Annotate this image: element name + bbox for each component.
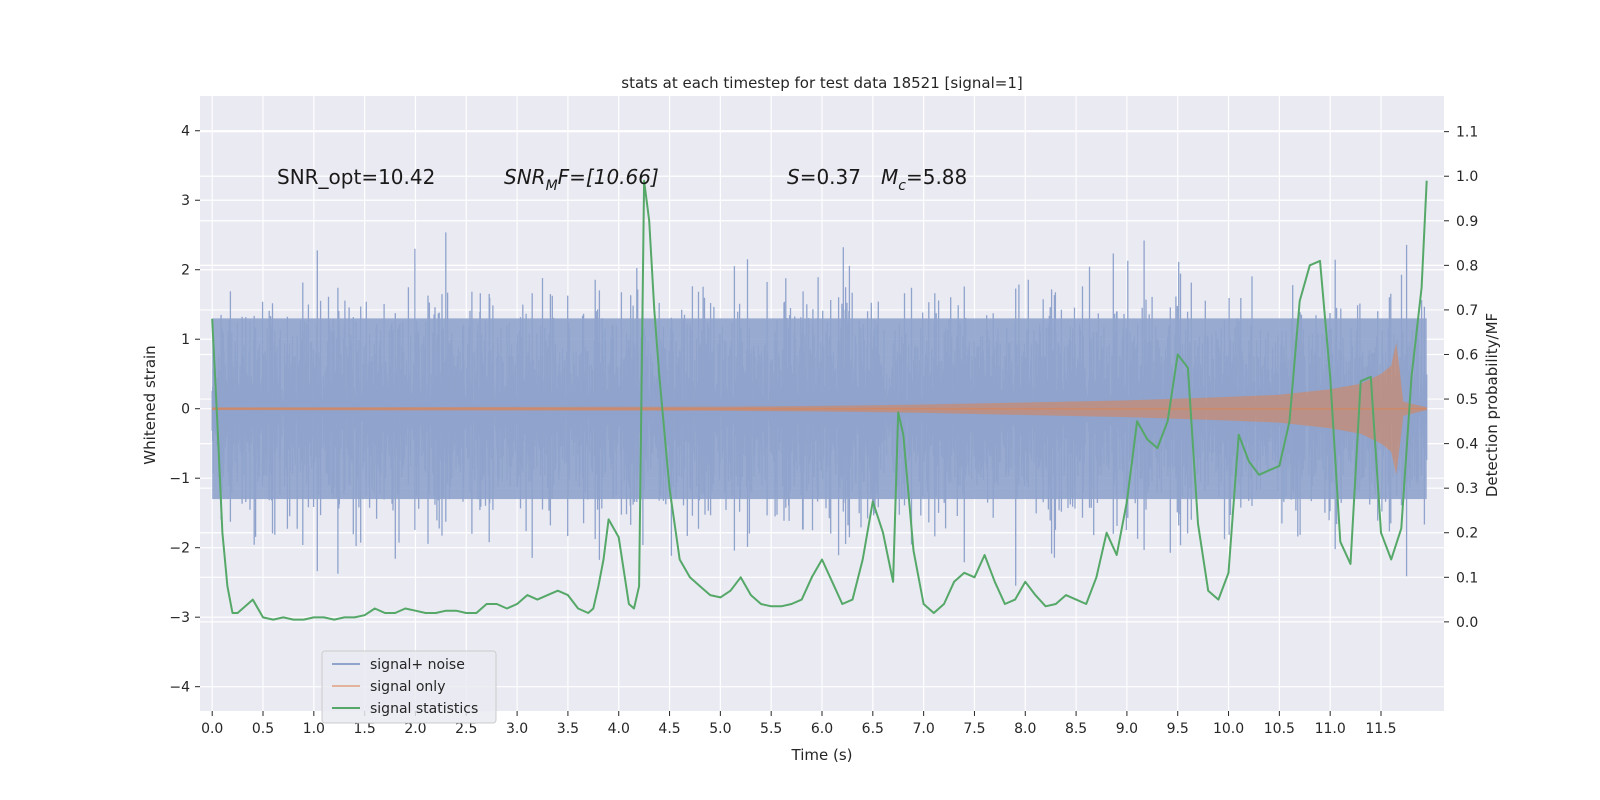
annotation-mc: Mc=5.88	[881, 165, 967, 194]
x-tick-label-17: 8.5	[1065, 721, 1087, 737]
x-axis-label: Time (s)	[791, 746, 853, 764]
y2-tick-label-1: 0.1	[1456, 570, 1478, 586]
y2-tick-label-11: 1.1	[1456, 125, 1478, 141]
y-axis-label: Whitened strain	[141, 345, 159, 464]
signal-statistics-line	[211, 179, 1428, 621]
x-tick-label-22: 11.0	[1315, 721, 1346, 737]
y2-tick-label-10: 1.0	[1456, 169, 1478, 185]
legend: signal+ noise signal only signal statist…	[321, 650, 497, 724]
y2-tick-label-8: 0.8	[1456, 258, 1478, 274]
y-tick-label-7: 3	[181, 193, 190, 209]
annotation-snr-mf: SNRMF=[10.66]	[504, 165, 659, 194]
y-tick-label-6: 2	[181, 263, 190, 279]
snr-mf-main: SNR	[504, 165, 546, 189]
x-tick-label-16: 8.0	[1014, 721, 1036, 737]
x-tick-label-3: 1.5	[354, 721, 376, 737]
chart-title: stats at each timestep for test data 185…	[621, 74, 1022, 92]
snr-mf-sub: M	[546, 178, 558, 194]
x-tick-label-15: 7.5	[963, 721, 985, 737]
legend-label-noise: signal+ noise	[370, 657, 465, 673]
y-tick-label-5: 1	[181, 332, 190, 348]
y2-tick-label-4: 0.4	[1456, 437, 1478, 453]
snr-mf-rest: F=[10.66]	[558, 165, 659, 189]
x-tick-label-23: 11.5	[1365, 721, 1396, 737]
x-tick-label-5: 2.5	[455, 721, 477, 737]
x-tick-label-14: 7.0	[913, 721, 935, 737]
y-tick-label-8: 4	[181, 124, 190, 140]
mc-sub: c	[898, 178, 906, 194]
s-value: =0.37	[800, 165, 861, 189]
y2-tick-label-9: 0.9	[1456, 214, 1478, 230]
x-tick-label-8: 4.0	[608, 721, 630, 737]
x-tick-label-21: 10.5	[1264, 721, 1295, 737]
signal-statistics-series	[211, 179, 1428, 621]
annotation-s: S=0.37	[787, 165, 861, 189]
x-tick-label-11: 5.5	[760, 721, 782, 737]
y2-tick-label-3: 0.3	[1456, 481, 1478, 497]
x-tick-label-4: 2.0	[404, 721, 426, 737]
y2-tick-label-5: 0.5	[1456, 392, 1478, 408]
s-symbol: S	[787, 165, 800, 189]
x-tick-label-10: 5.0	[709, 721, 731, 737]
y2-tick-label-2: 0.2	[1456, 526, 1478, 542]
x-tick-label-6: 3.0	[506, 721, 528, 737]
y-tick-label-2: −2	[169, 541, 190, 557]
y-tick-label-0: −4	[169, 680, 190, 696]
y2-axis-ticks: 0.0 0.1 0.2 0.3 0.4 0.5 0.6 0.7 0.8 0.9 1.0 1.1	[1444, 125, 1478, 631]
x-tick-label-2: 1.0	[303, 721, 325, 737]
x-tick-label-13: 6.5	[862, 721, 884, 737]
x-tick-label-20: 10.0	[1213, 721, 1244, 737]
y-axis-ticks: −4 −3 −2 −1 0 1 2 3 4	[169, 124, 200, 696]
mc-value: =5.88	[906, 165, 967, 189]
legend-label-signal: signal only	[370, 679, 445, 695]
y2-axis-label: Detection probability/MF	[1483, 313, 1501, 497]
signal-only-series	[212, 342, 1427, 475]
legend-label-stats: signal statistics	[370, 701, 478, 717]
x-tick-label-7: 3.5	[557, 721, 579, 737]
mc-symbol: M	[881, 165, 898, 189]
y2-tick-label-7: 0.7	[1456, 303, 1478, 319]
x-tick-label-18: 9.0	[1116, 721, 1138, 737]
annotations: SNR_opt=10.42 SNRMF=[10.66] S=0.37 Mc=5.…	[277, 165, 967, 194]
y-tick-label-1: −3	[169, 610, 190, 626]
annotation-snr-opt: SNR_opt=10.42	[277, 165, 435, 189]
x-axis-ticks: 0.0 0.5 1.0 1.5 2.0 2.5 3.0 3.5 4.0 4.5 5.0 5.5 6.0 6…	[201, 711, 1397, 737]
x-tick-label-1: 0.5	[252, 721, 274, 737]
y2-tick-label-0: 0.0	[1456, 615, 1478, 631]
x-tick-label-19: 9.5	[1167, 721, 1189, 737]
x-tick-label-9: 4.5	[658, 721, 680, 737]
y-tick-label-3: −1	[169, 471, 190, 487]
y2-tick-label-6: 0.6	[1456, 347, 1478, 363]
x-tick-label-12: 6.0	[811, 721, 833, 737]
y-tick-label-4: 0	[181, 402, 190, 418]
legend-box	[321, 650, 497, 724]
x-tick-label-0: 0.0	[201, 721, 223, 737]
